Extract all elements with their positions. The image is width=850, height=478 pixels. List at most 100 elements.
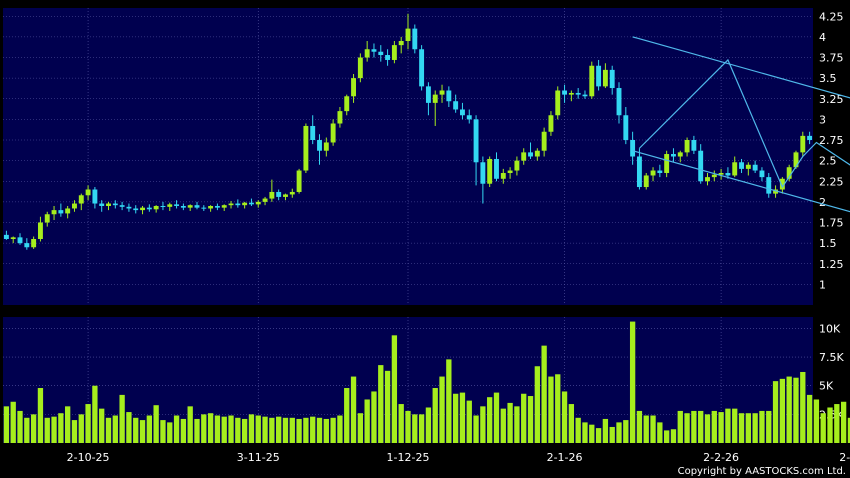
candle-body [691,140,697,151]
candle-body [718,173,724,175]
volume-bar [221,416,227,443]
volume-bar [262,416,268,443]
volume-bar [527,396,534,443]
volume-bar [17,410,23,443]
candle-body [589,65,595,97]
candle-body [425,86,431,103]
volume-bar [303,417,309,443]
volume-bar [51,416,57,443]
volume-bar [670,429,677,443]
candle-body [562,90,568,95]
candle-body [453,101,459,110]
price-tick-label: 3.5 [819,72,837,85]
candle-body [65,208,71,214]
volume-bar [296,418,302,443]
candle-body [37,222,43,239]
volume-bar [629,321,636,443]
candle-body [473,119,479,163]
volume-bar [10,401,16,443]
candle-body [160,206,166,207]
volume-bar [466,400,472,443]
candle-body [446,90,452,102]
volume-bar [105,417,112,443]
candle-body [208,206,214,209]
volume-bar [133,417,139,443]
volume-bar [602,418,609,443]
candle-body [684,140,690,153]
volume-bar [180,418,187,443]
volume-bar [664,430,670,443]
candle-body [330,123,336,143]
candle-body [371,49,377,52]
volume-bar [691,410,697,443]
price-tick-label: 2.5 [819,155,837,168]
volume-bar [793,377,799,443]
volume-bar [650,415,656,443]
candle-body [609,69,615,89]
candle-body [51,210,57,215]
volume-bar [677,410,683,443]
volume-bar [255,415,261,443]
candle-body [235,203,241,206]
volume-bar [452,393,459,443]
candle-body [385,55,391,60]
candle-body [439,90,445,95]
candle-body [643,175,649,188]
candle-body [364,49,370,58]
price-tick-label: 1.75 [819,217,844,230]
candle-body [283,194,288,197]
volume-bar [711,410,717,443]
candle-body [289,191,295,195]
volume-bar [745,413,751,443]
volume-bar [500,408,506,443]
volume-bar [548,376,554,443]
candle-body [555,90,561,116]
x-tick-label: 2-2-26 [703,451,739,464]
volume-bar [37,388,44,443]
price-tick-label: 2 [819,196,826,209]
volume-bar [99,408,105,443]
volume-bar [398,404,404,443]
candle-body [575,92,581,95]
candle-body [255,201,261,205]
volume-bar [228,415,234,443]
volume-bar [507,402,513,443]
volume-bar [609,426,615,443]
price-tick-label: 3.25 [819,93,844,106]
volume-bar [146,415,152,443]
candle-body [317,140,322,151]
volume-bar [806,394,813,443]
candle-body [99,203,105,206]
volume-bar [616,422,622,443]
volume-bar [827,407,833,443]
volume-bar [289,417,295,443]
candle-body [779,178,785,190]
candle-body [3,234,9,239]
candle-body [323,142,329,151]
candle-body [752,164,758,171]
candle-body [636,156,642,188]
x-axis: 2-10-25 3-11-25 1-12-25 2-1-26 2-2-26 2-3-26 [67,451,850,464]
candle-body [412,28,418,50]
candle-body [514,160,520,171]
candle-body [582,94,588,97]
volume-bar [187,406,193,443]
candle-body [296,170,302,192]
volume-bar [173,415,180,443]
volume-bar [92,385,98,443]
volume-bar [752,413,758,443]
candle-body [671,154,676,157]
candle-body [732,162,738,176]
candle-body [711,174,717,178]
volume-bar [473,415,479,443]
volume-bar [337,415,343,443]
volume-bar [323,418,329,443]
candle-body [487,158,493,184]
volume-bar [820,413,826,443]
candle-body [480,162,486,184]
candle-body [214,206,220,208]
candle-body [126,206,132,209]
price-tick-label: 1.25 [819,258,844,271]
